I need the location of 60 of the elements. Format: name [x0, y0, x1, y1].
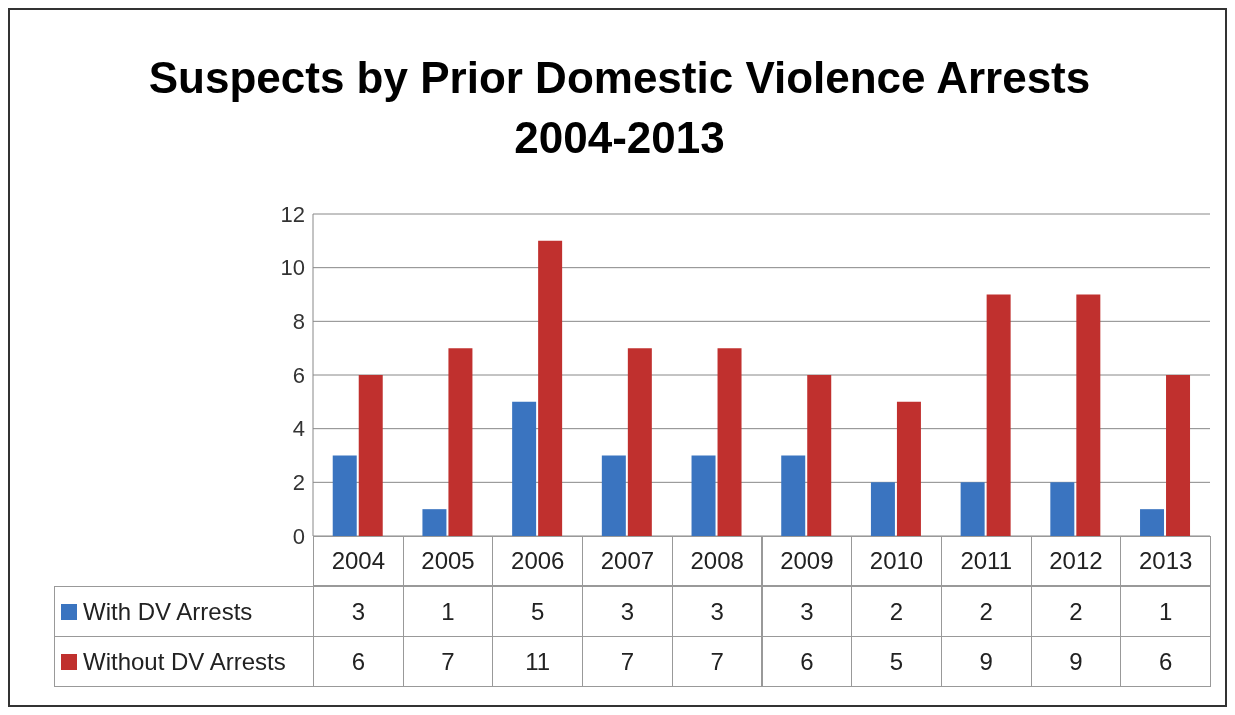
x-tick-label: 2008: [671, 536, 763, 586]
bar: [986, 294, 1011, 536]
bar: [332, 455, 357, 536]
x-tick-label: 2004: [313, 536, 404, 586]
data-label: 7: [402, 636, 494, 687]
bar: [448, 348, 473, 536]
data-label: 5: [492, 586, 584, 637]
data-label: 3: [313, 586, 404, 637]
x-tick-label: 2010: [851, 536, 942, 586]
data-label: 2: [851, 586, 942, 637]
data-label: 1: [1120, 586, 1211, 637]
bar: [601, 455, 626, 536]
data-label: 6: [761, 636, 853, 687]
y-tick-label: 10: [280, 255, 305, 281]
bar: [1076, 294, 1101, 536]
y-tick-label: 2: [292, 470, 305, 496]
data-label: 1: [402, 586, 494, 637]
x-tick-label: 2009: [761, 536, 853, 586]
bar: [870, 482, 895, 536]
bar: [1050, 482, 1075, 536]
chart-title: Suspects by Prior Domestic Violence Arrests: [147, 52, 1092, 104]
data-label: 7: [671, 636, 763, 687]
data-label: 2: [1030, 586, 1122, 637]
data-label: 6: [1120, 636, 1211, 687]
data-label: 5: [851, 636, 942, 687]
x-tick-label: 2011: [940, 536, 1032, 586]
data-label: 3: [582, 586, 673, 637]
y-tick-label: 8: [292, 309, 305, 335]
x-tick-label: 2006: [492, 536, 584, 586]
data-label: 3: [761, 586, 853, 637]
bar: [538, 240, 563, 536]
bar: [627, 348, 652, 536]
bar: [781, 455, 806, 536]
data-label: 7: [582, 636, 673, 687]
legend-label: With DV Arrests: [83, 597, 253, 626]
bar: [691, 455, 716, 536]
bar: [422, 509, 447, 536]
data-label: 9: [1030, 636, 1122, 687]
data-label: 3: [671, 586, 763, 637]
bar: [512, 401, 537, 536]
x-tick-label: 2012: [1030, 536, 1122, 586]
x-tick-label: 2007: [582, 536, 673, 586]
y-tick-label: 6: [292, 362, 305, 388]
y-tick-label: 4: [292, 416, 305, 442]
legend-label: Without DV Arrests: [83, 647, 286, 676]
bar: [717, 348, 742, 536]
bar: [1140, 509, 1165, 536]
chart-subtitle: 2004-2013: [513, 112, 726, 164]
bar: [896, 401, 921, 536]
y-tick-label: 12: [280, 201, 305, 227]
y-tick-label: 0: [292, 523, 305, 549]
x-tick-label: 2005: [402, 536, 494, 586]
data-label: 11: [492, 636, 584, 687]
bar: [960, 482, 985, 536]
bar: [1166, 375, 1191, 536]
data-label: 9: [940, 636, 1032, 687]
x-tick-label: 2013: [1120, 536, 1211, 586]
data-label: 2: [940, 586, 1032, 637]
bar: [807, 375, 832, 536]
bar: [358, 375, 383, 536]
